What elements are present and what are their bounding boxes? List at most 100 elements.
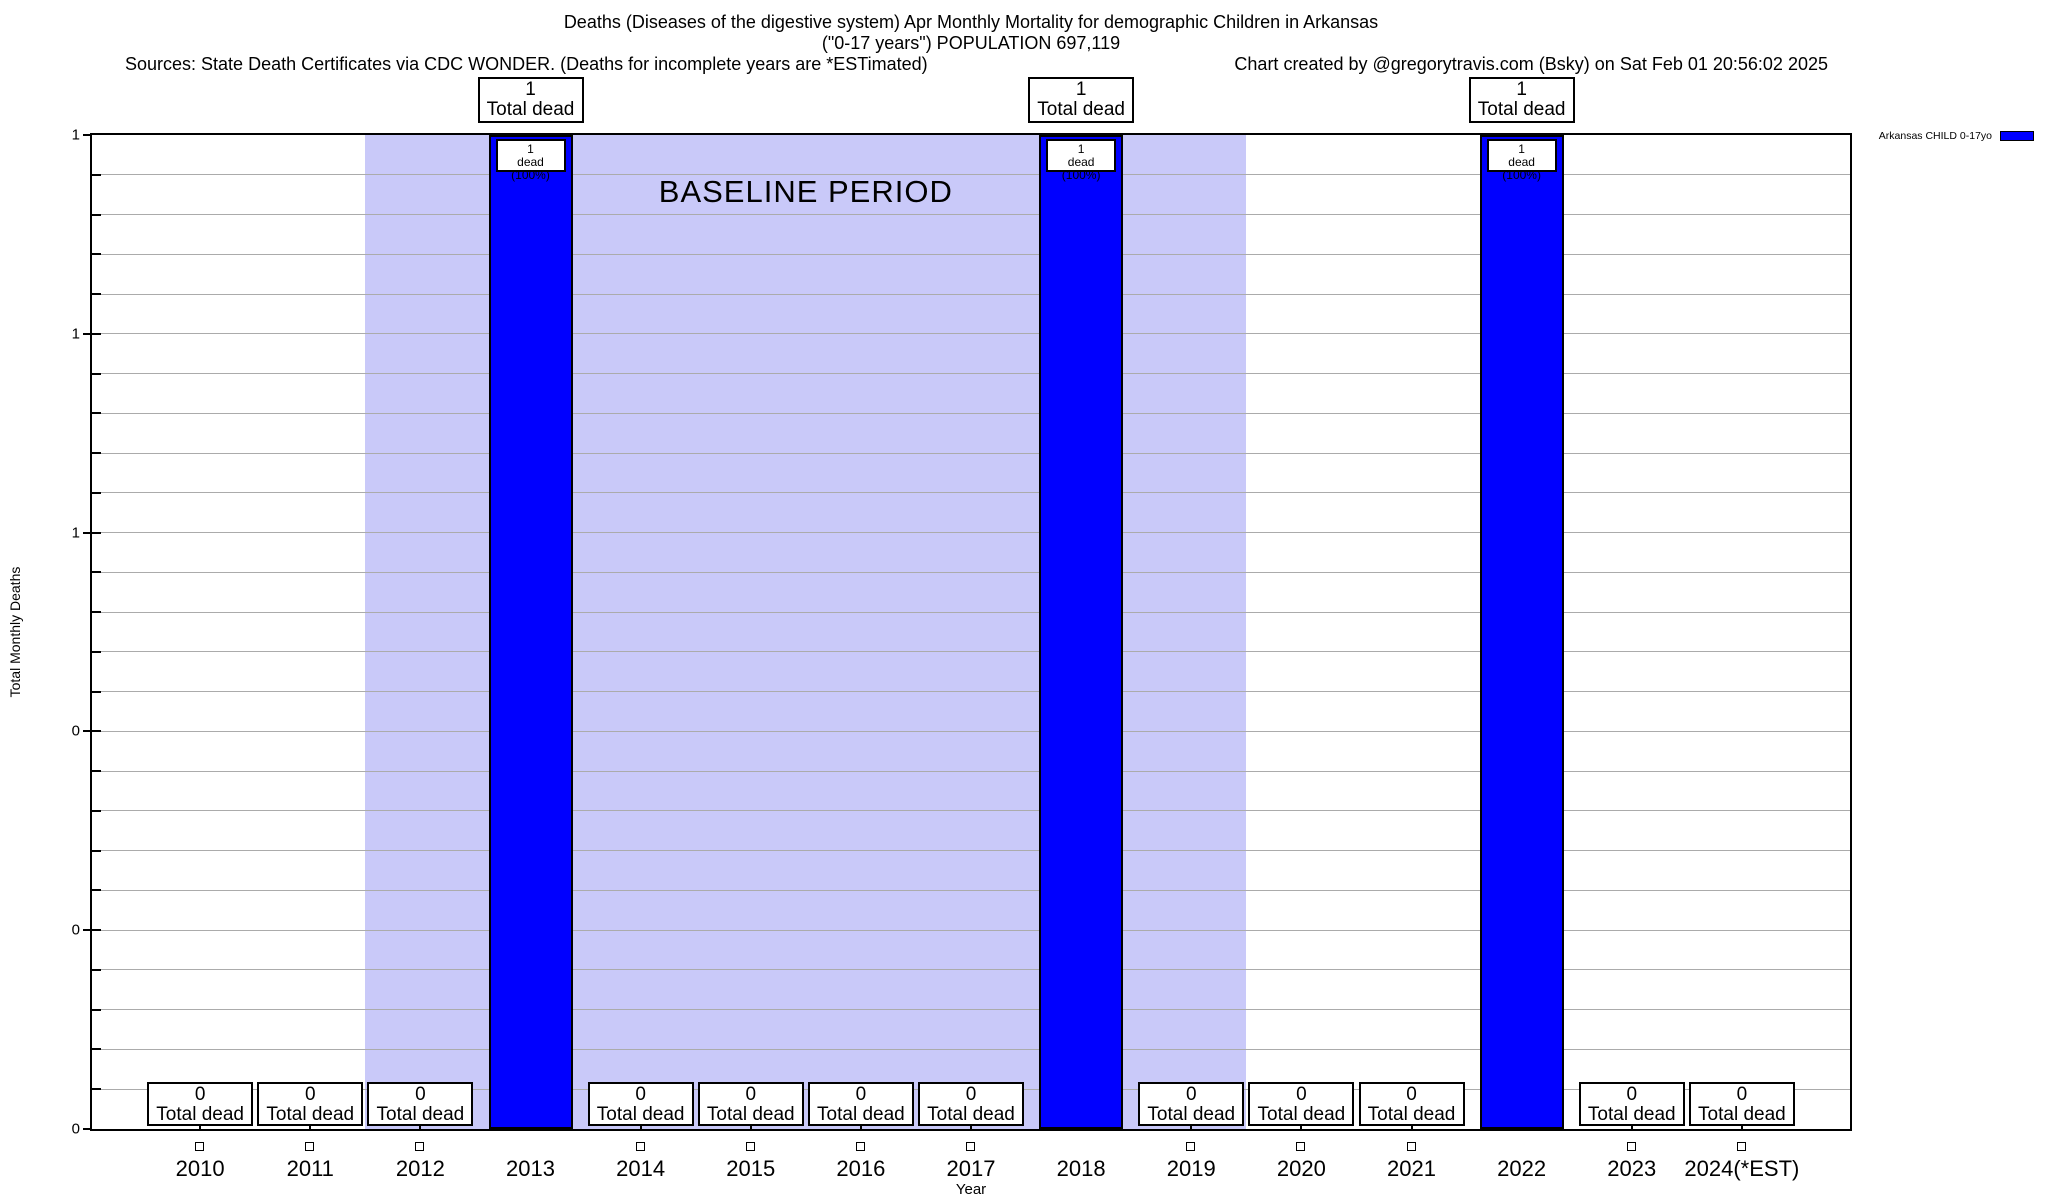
x-tick-label: 2019	[1166, 1156, 1216, 1181]
x-tick-label: 2024(*EST)	[1684, 1156, 1800, 1181]
legend: Arkansas CHILD 0-17yo	[1879, 130, 2034, 142]
legend-swatch	[2000, 131, 2034, 141]
total-dead-box: 0 Total dead	[1358, 1082, 1465, 1126]
x-tick-label: 2015	[726, 1156, 776, 1181]
y-minor-tick	[92, 650, 101, 653]
total-dead-count: 0	[1296, 1084, 1307, 1105]
gridline	[92, 452, 1850, 454]
y-minor-tick	[92, 809, 101, 812]
y-tick-label: 0	[71, 1120, 80, 1138]
total-dead-text: Total dead	[927, 1104, 1015, 1125]
chart-subtitle: ("0-17 years") POPULATION 697,119	[821, 33, 1121, 53]
baseline-period-label: BASELINE PERIOD	[658, 174, 953, 209]
y-minor-tick	[92, 253, 101, 256]
label-stem	[1300, 1125, 1303, 1129]
total-dead-text: Total dead	[1367, 1104, 1456, 1125]
label-stem	[1410, 1125, 1413, 1129]
x-tick-label: 2023	[1607, 1156, 1657, 1181]
total-dead-count: 0	[1736, 1084, 1748, 1105]
total-dead-box: 0 Total dead	[697, 1082, 804, 1126]
y-minor-tick	[92, 332, 101, 335]
y-minor-tick	[92, 173, 101, 176]
total-dead-text: Total dead	[817, 1104, 905, 1125]
bar-value-box: 1 dead (100%)	[1486, 139, 1557, 182]
data-point-marker	[1626, 1142, 1636, 1151]
data-point-marker	[966, 1142, 975, 1151]
total-dead-box: 1 Total dead	[477, 77, 584, 123]
gridline	[92, 214, 1850, 216]
total-dead-text: Total dead	[1037, 99, 1125, 120]
x-tick-label: 2021	[1387, 1156, 1436, 1181]
y-minor-tick	[92, 1048, 101, 1051]
gridline	[92, 969, 1850, 971]
y-minor-tick	[92, 889, 101, 892]
y-minor-tick	[92, 730, 101, 733]
gridline	[92, 412, 1850, 414]
data-point-marker	[305, 1142, 315, 1151]
gridline	[92, 651, 1850, 653]
total-dead-count: 0	[745, 1084, 757, 1105]
bar-value-count: 1	[1077, 142, 1085, 156]
y-axis-title: Total Monthly Deaths	[7, 566, 23, 698]
y-tick-label: 0	[71, 722, 80, 740]
total-dead-text: Total dead	[266, 1104, 355, 1125]
total-dead-text: Total dead	[1477, 99, 1566, 120]
total-dead-box: 0 Total dead	[1138, 1082, 1245, 1126]
data-point-marker	[635, 1142, 645, 1151]
total-dead-count: 0	[1185, 1084, 1197, 1105]
y-minor-tick	[92, 611, 101, 614]
bar-value-box: 1 dead (100%)	[1046, 139, 1117, 182]
gridline	[92, 532, 1850, 534]
bar	[488, 135, 573, 1129]
gridline	[92, 492, 1850, 494]
label-stem	[1740, 1125, 1743, 1129]
sources-text: Sources: State Death Certificates via CD…	[125, 54, 928, 74]
total-dead-box: 0 Total dead	[257, 1082, 364, 1126]
total-dead-box: 0 Total dead	[918, 1082, 1024, 1126]
total-dead-text: Total dead	[156, 1104, 244, 1125]
total-dead-text: Total dead	[706, 1104, 795, 1125]
gridline	[92, 1009, 1850, 1011]
y-major-tick	[83, 134, 90, 136]
gridline	[92, 1048, 1850, 1050]
total-dead-count: 0	[1406, 1084, 1417, 1105]
y-minor-tick	[92, 293, 101, 296]
y-minor-tick	[92, 213, 101, 216]
gridline	[92, 889, 1850, 891]
gridline	[92, 770, 1850, 772]
y-minor-tick	[92, 770, 101, 773]
y-major-tick	[83, 531, 90, 534]
y-minor-tick	[92, 1088, 101, 1091]
gridline	[92, 333, 1850, 335]
total-dead-box: 0 Total dead	[1688, 1082, 1795, 1126]
y-minor-tick	[92, 412, 101, 415]
bar-value-text: dead (100%)	[511, 155, 550, 182]
total-dead-count: 0	[304, 1084, 316, 1105]
gridline	[92, 691, 1850, 693]
label-stem	[859, 1125, 862, 1129]
data-point-marker	[855, 1142, 865, 1151]
y-minor-tick	[92, 849, 101, 852]
y-tick-label: 0	[71, 921, 80, 939]
total-dead-box: 0 Total dead	[367, 1082, 474, 1126]
total-dead-count: 1	[1516, 79, 1527, 100]
total-dead-text: Total dead	[1257, 1104, 1346, 1125]
bar-value-count: 1	[1518, 142, 1525, 156]
y-minor-tick	[92, 690, 101, 693]
bar-value-count: 1	[527, 142, 534, 156]
x-tick-label: 2020	[1276, 1156, 1326, 1181]
y-major-tick	[83, 730, 90, 733]
chart-title: Deaths (Diseases of the digestive system…	[563, 12, 1379, 32]
data-point-marker	[745, 1142, 755, 1151]
x-tick-label: 2016	[836, 1156, 886, 1181]
label-stem	[199, 1125, 202, 1129]
total-dead-count: 1	[1075, 79, 1087, 100]
y-major-tick	[83, 332, 90, 335]
bar-value-text: dead (100%)	[1061, 155, 1101, 182]
label-stem	[419, 1125, 422, 1129]
y-major-tick	[83, 929, 90, 932]
x-tick-label: 2011	[286, 1156, 334, 1181]
x-tick-label: 2013	[506, 1156, 555, 1181]
label-stem	[970, 1125, 972, 1129]
